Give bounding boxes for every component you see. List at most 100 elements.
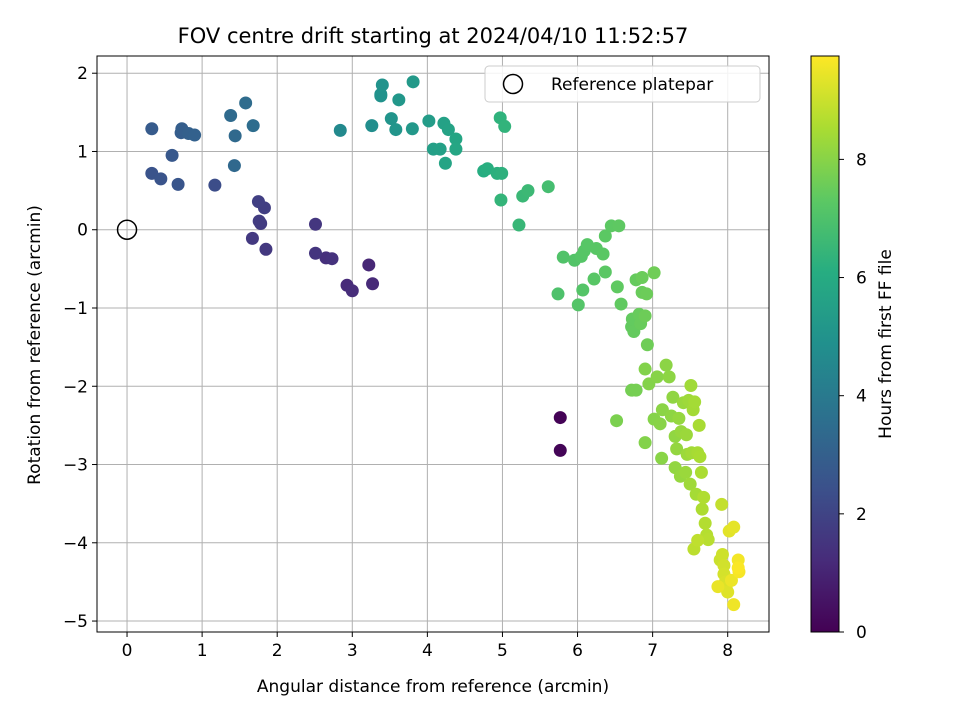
data-point xyxy=(171,177,185,191)
y-tick-label: −4 xyxy=(63,534,88,554)
data-point xyxy=(640,338,654,352)
legend-box xyxy=(484,65,761,103)
data-points xyxy=(145,75,746,612)
data-point xyxy=(392,93,406,107)
data-point xyxy=(638,436,652,450)
data-point xyxy=(684,378,698,392)
data-point xyxy=(375,78,389,92)
data-point xyxy=(724,573,738,587)
data-point xyxy=(333,123,347,137)
y-tick-label: 1 xyxy=(77,142,88,162)
data-point xyxy=(366,277,380,291)
data-point xyxy=(433,142,447,156)
data-point xyxy=(695,502,709,516)
x-tick-label: 4 xyxy=(422,641,433,661)
colorbar-tick-label: 2 xyxy=(856,505,867,525)
x-axis-label: Angular distance from reference (arcmin) xyxy=(257,677,609,697)
y-tick-label: −3 xyxy=(63,456,88,476)
axis-ticks: 0 1 2 3 4 5 6 7 8 −5 −4 −3 −2 −1 0 1 2 xyxy=(63,64,733,661)
chart-title: FOV centre drift starting at 2024/04/10 … xyxy=(178,24,689,48)
data-point xyxy=(672,411,686,425)
data-point xyxy=(480,162,494,176)
data-point xyxy=(727,520,741,534)
data-point xyxy=(498,119,512,133)
x-tick-label: 7 xyxy=(647,641,658,661)
reference-marker xyxy=(116,219,138,240)
data-point xyxy=(598,229,612,243)
y-axis-label: Rotation from reference (arcmin) xyxy=(25,205,45,485)
data-point xyxy=(698,516,712,530)
data-point xyxy=(154,172,168,186)
y-tick-label: 2 xyxy=(77,64,88,84)
data-point xyxy=(512,218,526,232)
data-point xyxy=(610,280,624,294)
data-point xyxy=(610,414,624,428)
grid-lines xyxy=(97,56,769,632)
data-point xyxy=(553,443,567,457)
data-point xyxy=(598,265,612,279)
data-point xyxy=(246,119,260,133)
data-point xyxy=(389,123,403,137)
data-point xyxy=(239,96,253,110)
data-point xyxy=(556,250,570,264)
data-point xyxy=(308,246,322,260)
data-point xyxy=(449,142,463,156)
y-tick-label: −1 xyxy=(63,299,88,319)
data-point xyxy=(308,217,322,231)
data-point xyxy=(405,122,419,136)
data-point xyxy=(670,442,684,456)
data-point xyxy=(551,287,565,301)
x-tick-label: 0 xyxy=(122,641,133,661)
axes-frame xyxy=(96,55,770,633)
data-point xyxy=(731,561,745,575)
data-point xyxy=(587,272,601,286)
data-point xyxy=(715,548,729,562)
data-point xyxy=(576,283,590,297)
data-point xyxy=(691,533,705,547)
x-tick-label: 6 xyxy=(572,641,583,661)
colorbar-gradient xyxy=(810,55,840,633)
data-point xyxy=(666,390,680,404)
y-tick-label: −5 xyxy=(63,612,88,632)
data-point xyxy=(638,362,652,376)
data-point xyxy=(715,497,729,511)
data-point xyxy=(362,258,376,272)
data-point xyxy=(679,465,693,479)
colorbar-tick-label: 4 xyxy=(856,387,867,407)
data-point xyxy=(659,358,673,372)
data-point xyxy=(165,148,179,162)
reference-platepar-point xyxy=(116,219,138,240)
data-point xyxy=(521,184,535,198)
data-point xyxy=(449,132,463,146)
x-tick-label: 8 xyxy=(722,641,733,661)
data-point xyxy=(438,156,452,170)
data-point xyxy=(365,119,379,133)
colorbar: 0 2 4 6 8 Hours from first FF file xyxy=(810,55,896,643)
data-point xyxy=(693,450,707,464)
data-point xyxy=(251,195,265,209)
data-point xyxy=(701,533,715,547)
data-point xyxy=(227,159,241,173)
data-point xyxy=(692,418,706,432)
legend-entry-label: Reference platepar xyxy=(551,75,713,95)
data-point xyxy=(259,242,273,256)
data-point xyxy=(494,193,508,207)
colorbar-tick-label: 6 xyxy=(856,269,867,289)
data-point xyxy=(694,465,708,479)
data-point xyxy=(228,129,242,143)
data-point xyxy=(325,252,339,266)
data-point xyxy=(650,370,664,384)
data-point xyxy=(647,266,661,280)
data-point xyxy=(635,270,649,284)
data-point xyxy=(345,284,359,298)
data-point xyxy=(679,428,693,442)
data-point xyxy=(245,231,259,245)
x-tick-label: 1 xyxy=(197,641,208,661)
data-point xyxy=(655,451,669,465)
data-point xyxy=(653,417,667,431)
x-tick-label: 2 xyxy=(272,641,283,661)
y-tick-label: −2 xyxy=(63,377,88,397)
data-point xyxy=(571,298,585,312)
